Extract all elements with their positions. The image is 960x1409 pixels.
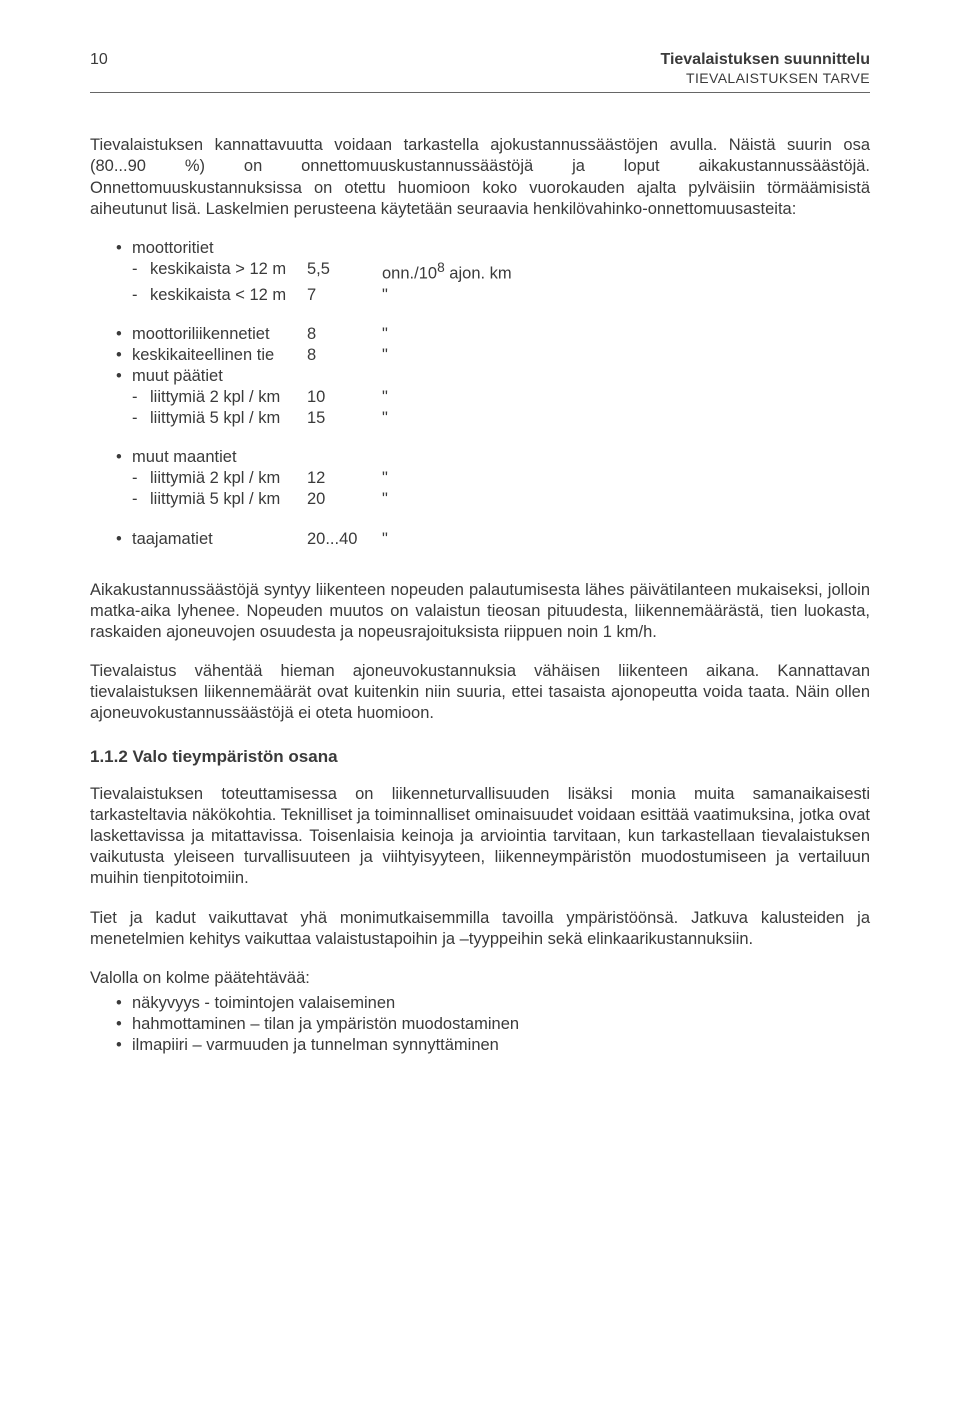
bullet-icon: • bbox=[116, 324, 132, 345]
list-group-paatiet: • moottoriliikennetiet 8 " • keskikaitee… bbox=[116, 324, 870, 430]
list-label: keskikaiteellinen tie bbox=[132, 345, 307, 366]
bullet-icon: • bbox=[116, 345, 132, 366]
list-label: moottoritiet bbox=[132, 238, 214, 259]
sub-label: liittymiä 2 kpl / km bbox=[150, 468, 307, 489]
sub-unit: onn./108 ajon. km bbox=[382, 259, 512, 285]
paragraph-paatehtavat: Valolla on kolme päätehtävää: bbox=[90, 968, 870, 989]
dash-icon: - bbox=[132, 285, 150, 306]
list-item: • muut maantiet bbox=[116, 447, 870, 468]
list-subitem: - liittymiä 2 kpl / km 12 " bbox=[132, 468, 870, 489]
list-label: moottoriliikennetiet bbox=[132, 324, 307, 345]
sub-label: keskikaista < 12 m bbox=[150, 285, 307, 306]
header-title-bold: Tievalaistuksen suunnittelu bbox=[660, 50, 870, 70]
list-item: • ilmapiiri – varmuuden ja tunnelman syn… bbox=[116, 1035, 870, 1056]
bullet-icon: • bbox=[116, 1014, 132, 1035]
header-title-sub: TIEVALAISTUKSEN TARVE bbox=[660, 70, 870, 88]
list-label: näkyvyys - toimintojen valaiseminen bbox=[132, 993, 395, 1014]
bullet-icon: • bbox=[116, 366, 132, 387]
list-group-maantiet: • muut maantiet - liittymiä 2 kpl / km 1… bbox=[116, 447, 870, 510]
sub-label: liittymiä 5 kpl / km bbox=[150, 408, 307, 429]
dash-icon: - bbox=[132, 489, 150, 510]
list-subitem: - liittymiä 5 kpl / km 15 " bbox=[132, 408, 870, 429]
list-label: muut maantiet bbox=[132, 447, 237, 468]
sub-value: 15 bbox=[307, 408, 382, 429]
list-subitem: - liittymiä 2 kpl / km 10 " bbox=[132, 387, 870, 408]
list-value: 20...40 bbox=[307, 529, 382, 550]
page-header: 10 Tievalaistuksen suunnittelu TIEVALAIS… bbox=[90, 50, 870, 88]
dash-icon: - bbox=[132, 259, 150, 285]
list-item: • taajamatiet 20...40 " bbox=[116, 529, 870, 550]
header-rule bbox=[90, 92, 870, 93]
list-item: • moottoritiet bbox=[116, 238, 870, 259]
list-item: • hahmottaminen – tilan ja ympäristön mu… bbox=[116, 1014, 870, 1035]
paragraph-valo-2: Tiet ja kadut vaikuttavat yhä monimutkai… bbox=[90, 908, 870, 950]
paragraph-valo-1: Tievalaistuksen toteuttamisessa on liike… bbox=[90, 784, 870, 890]
paragraph-aikakustannus: Aikakustannussäästöjä syntyy liikenteen … bbox=[90, 580, 870, 643]
end-bullet-list: • näkyvyys - toimintojen valaiseminen • … bbox=[116, 993, 870, 1056]
list-group-moottoritiet: • moottoritiet - keskikaista > 12 m 5,5 … bbox=[116, 238, 870, 306]
list-item: • näkyvyys - toimintojen valaiseminen bbox=[116, 993, 870, 1014]
sub-label: liittymiä 2 kpl / km bbox=[150, 387, 307, 408]
section-heading: 1.1.2 Valo tieympäristön osana bbox=[90, 746, 870, 768]
bullet-icon: • bbox=[116, 238, 132, 259]
sub-unit: " bbox=[382, 285, 388, 306]
list-unit: " bbox=[382, 345, 388, 366]
dash-icon: - bbox=[132, 387, 150, 408]
list-unit: " bbox=[382, 529, 388, 550]
sub-value: 5,5 bbox=[307, 259, 382, 285]
list-value: 8 bbox=[307, 324, 382, 345]
list-subitem: - liittymiä 5 kpl / km 20 " bbox=[132, 489, 870, 510]
bullet-icon: • bbox=[116, 447, 132, 468]
bullet-icon: • bbox=[116, 993, 132, 1014]
header-right: Tievalaistuksen suunnittelu TIEVALAISTUK… bbox=[660, 50, 870, 88]
bullet-icon: • bbox=[116, 529, 132, 550]
sub-unit: " bbox=[382, 408, 388, 429]
list-group-taajamatiet: • taajamatiet 20...40 " bbox=[116, 529, 870, 550]
list-subitem: - keskikaista < 12 m 7 " bbox=[132, 285, 870, 306]
sub-unit: " bbox=[382, 387, 388, 408]
list-label: hahmottaminen – tilan ja ympäristön muod… bbox=[132, 1014, 519, 1035]
list-subitem: - keskikaista > 12 m 5,5 onn./108 ajon. … bbox=[132, 259, 870, 285]
list-label: taajamatiet bbox=[132, 529, 307, 550]
list-item: • moottoriliikennetiet 8 " bbox=[116, 324, 870, 345]
sub-value: 10 bbox=[307, 387, 382, 408]
sub-label: liittymiä 5 kpl / km bbox=[150, 489, 307, 510]
sub-unit: " bbox=[382, 468, 388, 489]
dash-icon: - bbox=[132, 468, 150, 489]
bullet-icon: • bbox=[116, 1035, 132, 1056]
list-label: ilmapiiri – varmuuden ja tunnelman synny… bbox=[132, 1035, 499, 1056]
dash-icon: - bbox=[132, 408, 150, 429]
sub-value: 12 bbox=[307, 468, 382, 489]
sub-value: 20 bbox=[307, 489, 382, 510]
page-number: 10 bbox=[90, 50, 108, 70]
list-item: • keskikaiteellinen tie 8 " bbox=[116, 345, 870, 366]
list-value: 8 bbox=[307, 345, 382, 366]
list-label: muut päätiet bbox=[132, 366, 223, 387]
list-item: • muut päätiet bbox=[116, 366, 870, 387]
sub-unit: " bbox=[382, 489, 388, 510]
sub-value: 7 bbox=[307, 285, 382, 306]
sub-label: keskikaista > 12 m bbox=[150, 259, 307, 285]
paragraph-ajoneuvo: Tievalaistus vähentää hieman ajoneuvokus… bbox=[90, 661, 870, 724]
paragraph-intro: Tievalaistuksen kannattavuutta voidaan t… bbox=[90, 135, 870, 219]
list-unit: " bbox=[382, 324, 388, 345]
